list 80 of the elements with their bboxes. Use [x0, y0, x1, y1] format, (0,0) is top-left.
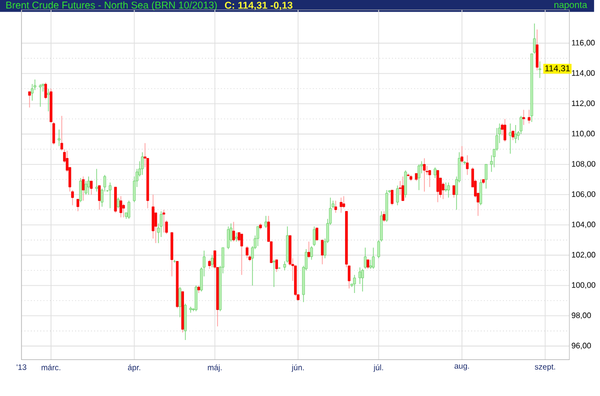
candlestick [226, 226, 230, 250]
candlestick [235, 232, 238, 242]
chart-title: Brent Crude Futures - North Sea (BRN 10/2013) [6, 1, 217, 11]
candlestick [47, 88, 50, 112]
candlestick [514, 124, 517, 144]
candlestick [538, 61, 542, 78]
candlestick [264, 215, 268, 228]
candlestick [369, 259, 372, 270]
candlestick [366, 259, 370, 270]
candlestick [120, 196, 122, 218]
candlestick [28, 91, 31, 108]
candlestick [76, 198, 80, 212]
candlestick [512, 130, 514, 140]
candlestick [423, 158, 426, 192]
candlestick [84, 180, 88, 195]
candlestick [342, 196, 346, 209]
candlestick [71, 190, 74, 206]
candlestick [390, 190, 394, 206]
candlestick [308, 241, 310, 259]
candlestick [256, 226, 260, 246]
candlestick [87, 176, 90, 195]
candlestick [232, 222, 235, 242]
candlestick [418, 164, 420, 190]
candlestick [44, 82, 47, 100]
candlestick [79, 178, 82, 203]
candlestick [436, 170, 440, 203]
candlestick [396, 185, 399, 206]
candlestick [340, 197, 342, 214]
candlestick [508, 123, 512, 154]
candlestick [210, 254, 214, 268]
candlestick [382, 210, 386, 222]
candlestick [312, 226, 316, 246]
candlestick [479, 179, 482, 206]
candlestick [272, 259, 276, 288]
candlestick [162, 209, 166, 233]
candlestick [108, 182, 112, 209]
candlestick [240, 234, 244, 276]
candlestick [246, 246, 248, 259]
candlestick [82, 176, 85, 201]
candlestick [447, 182, 450, 198]
candlestick [358, 266, 362, 284]
candlestick [316, 228, 318, 240]
candlestick [353, 274, 356, 294]
candlestick [283, 260, 286, 271]
annotation: 114,31 [545, 65, 570, 72]
candlestick [58, 129, 60, 146]
candlestick [444, 182, 448, 192]
candlestick [128, 200, 130, 220]
candlestick [536, 29, 538, 71]
candlestick [428, 170, 432, 188]
candlestick [460, 146, 464, 164]
candlestick [522, 109, 526, 126]
candlestick [141, 152, 144, 176]
candlestick [30, 84, 34, 102]
candlestick [122, 203, 125, 218]
candlestick [361, 268, 364, 292]
annotation: naponta [554, 2, 588, 10]
candlestick [310, 246, 313, 260]
candlestick [452, 185, 456, 198]
candlestick [208, 259, 211, 270]
candlestick [116, 197, 120, 209]
candlestick [434, 167, 436, 178]
candlestick [275, 259, 278, 272]
candlestick [372, 247, 375, 270]
candlestick [484, 164, 488, 189]
candlestick [95, 168, 98, 192]
candlestick [90, 180, 93, 195]
candlestick [402, 176, 404, 201]
candlestick [194, 285, 198, 312]
candlestick [98, 185, 101, 210]
candlestick [178, 286, 182, 318]
chart-subtitle: C: 114,31 -0,13 [224, 2, 292, 10]
candlestick [334, 200, 338, 214]
candlestick [466, 154, 469, 176]
candlestick [364, 247, 367, 270]
candlestick [504, 118, 506, 142]
candlestick [320, 240, 324, 265]
candlestick [404, 170, 407, 198]
candlestick [38, 84, 42, 108]
candlestick [528, 109, 530, 124]
